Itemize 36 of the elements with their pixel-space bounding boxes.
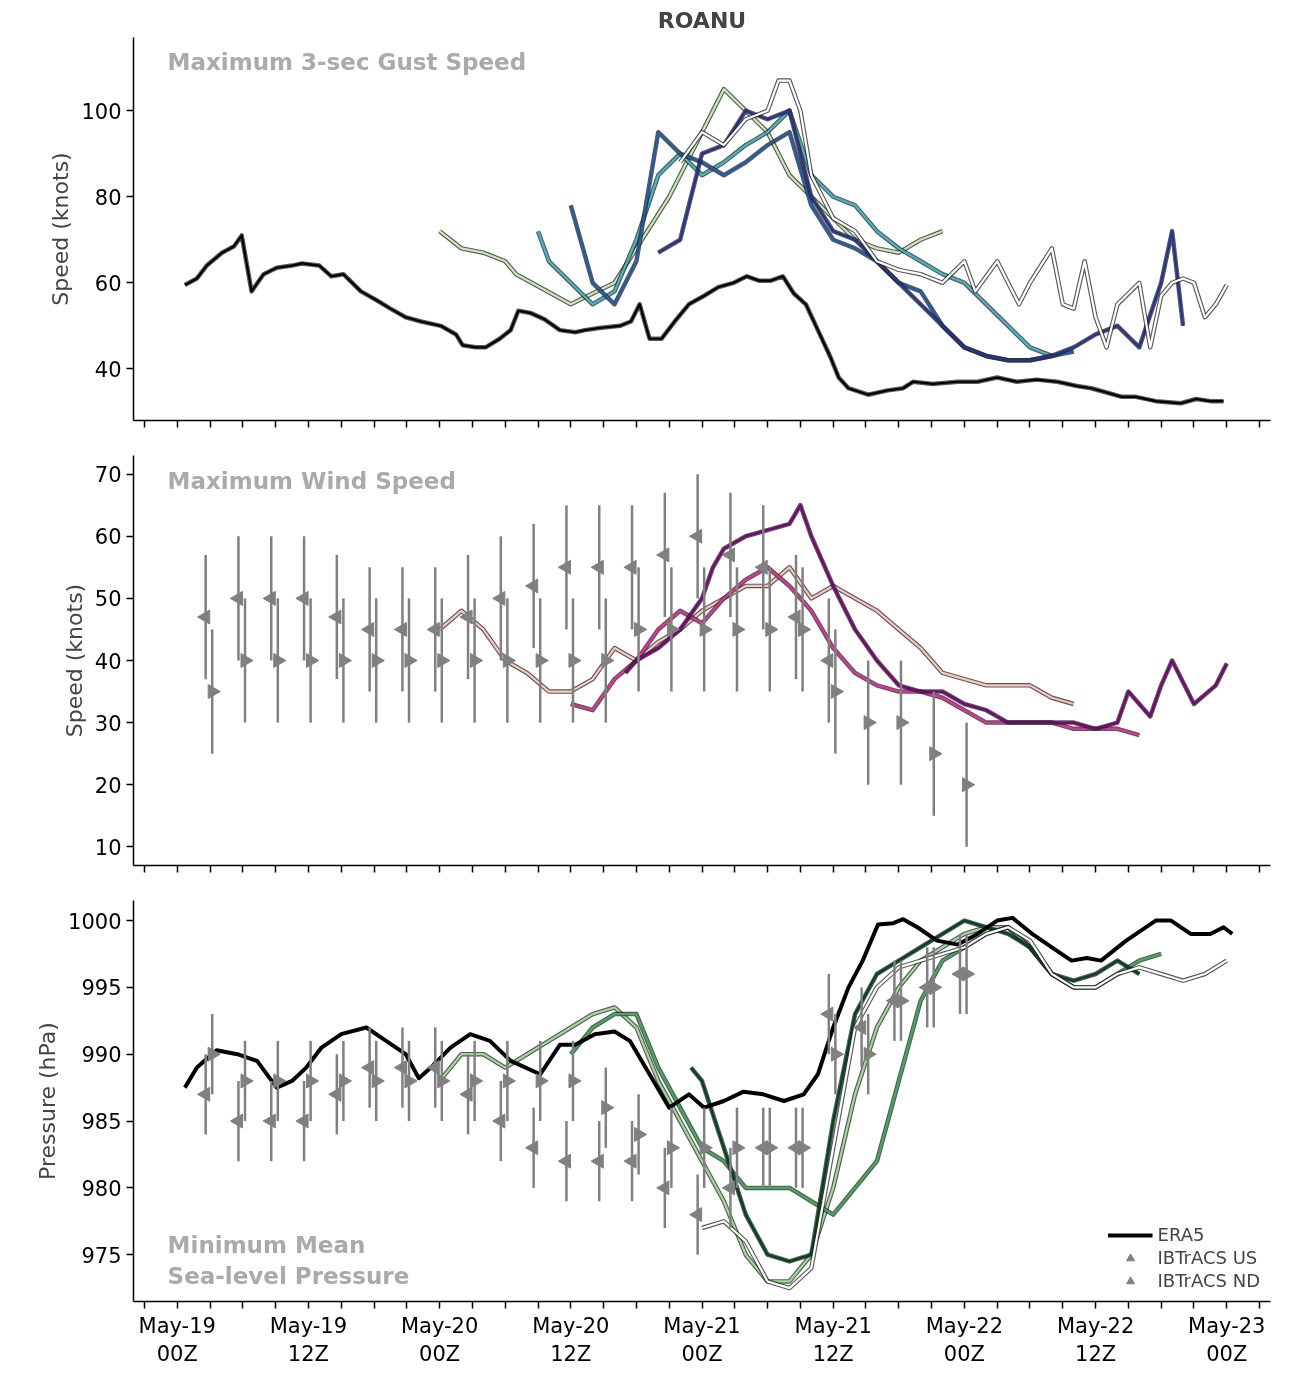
y-tick-label: 30 — [94, 711, 122, 736]
y-tick-label: 50 — [94, 587, 122, 612]
legend-label: IBTrACS ND — [1157, 1270, 1260, 1291]
legend-label: ERA5 — [1157, 1224, 1205, 1245]
legend-label: IBTrACS US — [1157, 1247, 1258, 1268]
y-tick-label: 70 — [94, 463, 122, 488]
y-tick-label: 80 — [94, 185, 122, 210]
x-tick-label: May-22 00Z — [925, 1313, 1004, 1367]
y-axis-title: Pressure (hPa) — [35, 1022, 61, 1180]
y-tick-label: 980 — [81, 1176, 122, 1201]
x-tick-label: May-23 00Z — [1188, 1313, 1266, 1367]
annotation: Maximum Wind Speed — [167, 467, 456, 494]
y-tick-label: 40 — [94, 649, 122, 674]
x-tick-label: May-21 12Z — [794, 1313, 872, 1367]
y-tick-label: 975 — [81, 1243, 122, 1268]
y-tick-label: 20 — [94, 773, 122, 798]
y-tick-label: 40 — [94, 357, 122, 382]
annotation: Minimum Mean Sea-level Pressure — [167, 1232, 410, 1290]
y-tick-label: 60 — [94, 525, 122, 550]
y-tick-label: 995 — [81, 976, 122, 1001]
y-tick-label: 100 — [81, 99, 122, 124]
x-tick-label: May-20 00Z — [400, 1313, 479, 1367]
x-tick-label: May-21 00Z — [663, 1313, 741, 1367]
y-tick-label: 60 — [94, 271, 122, 296]
y-axis-title: Speed (knots) — [61, 583, 87, 738]
x-tick-label: May-22 12Z — [1056, 1313, 1135, 1367]
y-tick-label: 10 — [94, 835, 122, 860]
chart-title: ROANU — [657, 7, 747, 33]
x-tick-label: May-19 00Z — [138, 1313, 216, 1367]
y-axis-title: Speed (knots) — [48, 152, 74, 306]
x-tick-label: May-19 12Z — [269, 1313, 348, 1367]
annotation: Maximum 3-sec Gust Speed — [167, 48, 527, 75]
y-tick-label: 990 — [81, 1043, 122, 1068]
x-tick-label: May-20 12Z — [532, 1313, 610, 1367]
y-tick-label: 1000 — [68, 909, 122, 934]
y-tick-label: 985 — [81, 1110, 122, 1135]
